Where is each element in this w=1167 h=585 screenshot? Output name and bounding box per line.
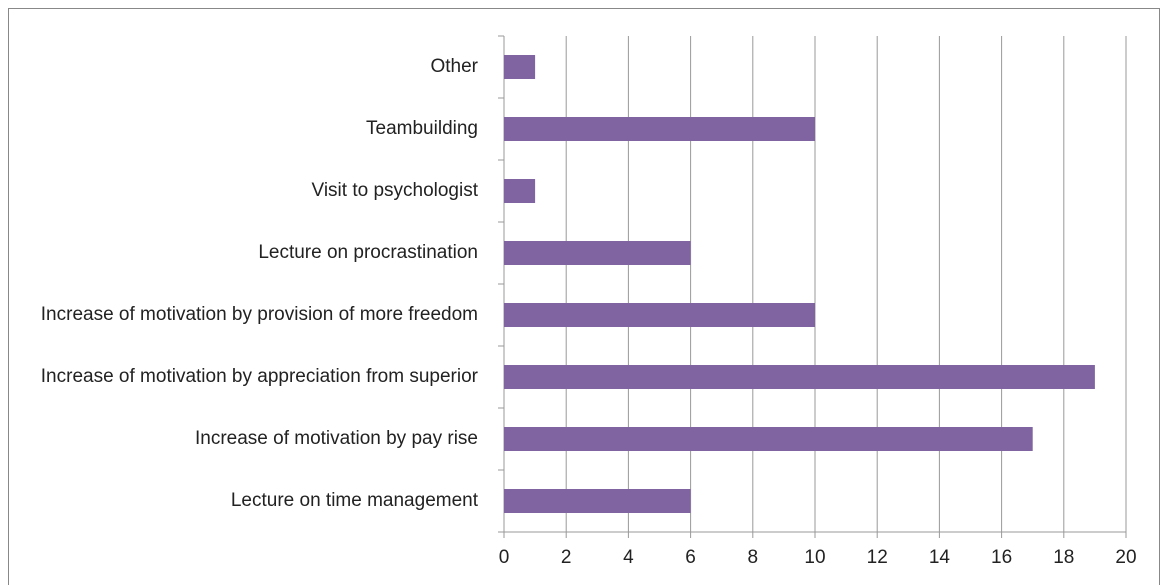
- x-tick-label: 10: [804, 547, 825, 568]
- x-tick-label: 16: [991, 547, 1012, 568]
- y-tick-label: Lecture on procrastination: [258, 242, 478, 263]
- bar: [504, 117, 815, 141]
- x-tick-label: 6: [685, 547, 696, 568]
- bar: [504, 365, 1095, 389]
- x-tick-label: 14: [929, 547, 951, 568]
- bar: [504, 241, 691, 265]
- x-tick-label: 12: [867, 547, 888, 568]
- y-tick-label: Increase of motivation by appreciation f…: [41, 366, 479, 387]
- bar: [504, 303, 815, 327]
- y-tick-label: Teambuilding: [366, 118, 478, 139]
- y-tick-label: Increase of motivation by pay rise: [195, 428, 478, 449]
- x-tick-label: 8: [748, 547, 759, 568]
- x-tick-label: 4: [623, 547, 634, 568]
- x-tick-label: 18: [1053, 547, 1074, 568]
- x-tick-label: 0: [499, 547, 510, 568]
- x-tick-label: 20: [1115, 547, 1136, 568]
- bar: [504, 55, 536, 79]
- x-tick-label: 2: [561, 547, 572, 568]
- y-tick-label: Lecture on time management: [231, 490, 479, 511]
- bar: [504, 427, 1033, 451]
- bar: [504, 179, 536, 203]
- bar: [504, 489, 691, 513]
- y-tick-label: Increase of motivation by provision of m…: [41, 304, 478, 325]
- y-tick-label: Visit to psychologist: [311, 180, 478, 201]
- y-tick-label: Other: [430, 56, 478, 77]
- chart-frame: [8, 8, 1160, 585]
